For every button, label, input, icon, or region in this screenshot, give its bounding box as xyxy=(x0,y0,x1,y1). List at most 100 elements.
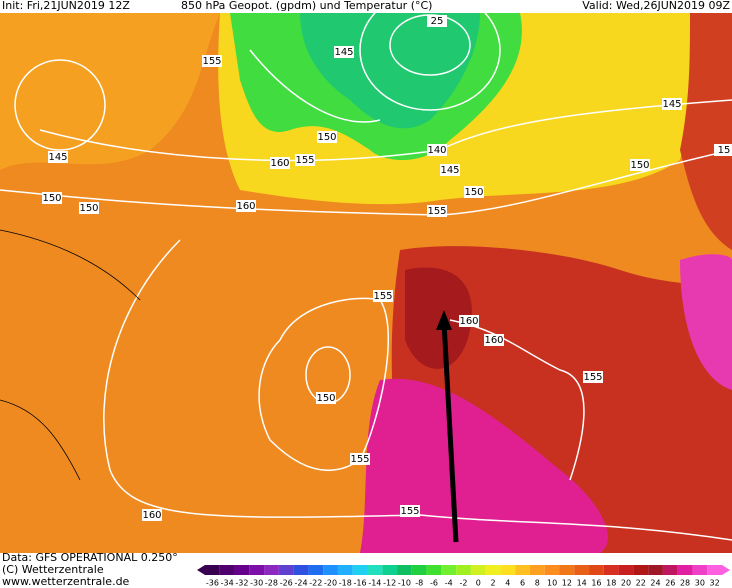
colorbar-tick-label: -18 xyxy=(339,579,352,588)
colorbar-tick-label: -6 xyxy=(430,579,438,588)
contour-label-bg xyxy=(373,290,393,302)
contour-label-bg xyxy=(427,15,447,27)
colorbar-arrow-left xyxy=(197,565,205,575)
colorbar-swatch xyxy=(352,565,368,575)
colorbar-swatch xyxy=(485,565,501,575)
colorbar-swatch xyxy=(426,565,442,575)
contour-label-bg xyxy=(270,157,290,169)
contour-label-bg xyxy=(202,55,222,67)
contour-label-bg xyxy=(427,144,447,156)
contour-label: 160 xyxy=(270,158,289,169)
colorbar-tick-label: 14 xyxy=(577,579,587,588)
colorbar-swatch xyxy=(692,565,708,575)
contour-label-bg xyxy=(236,200,256,212)
colorbar-swatch xyxy=(308,565,324,575)
colorbar-swatch xyxy=(278,565,294,575)
colorbar-swatch xyxy=(500,565,516,575)
init-time: Init: Fri,21JUN2019 12Z xyxy=(2,0,130,12)
contour-label: 160 xyxy=(236,201,255,212)
colorbar-swatch xyxy=(648,565,663,575)
colorbar-swatch xyxy=(219,565,235,575)
colorbar-swatch xyxy=(441,565,457,575)
contour-label: 155 xyxy=(583,372,602,383)
data-source: Data: GFS OPERATIONAL 0.250° xyxy=(2,551,178,564)
contour-label-bg xyxy=(459,315,479,327)
colorbar-tick-label: -2 xyxy=(460,579,468,588)
website: www.wetterzentrale.de xyxy=(2,575,130,588)
colorbar-tick-label: 16 xyxy=(591,579,601,588)
colorbar-swatch xyxy=(397,565,412,575)
colorbar-tick-label: 8 xyxy=(535,579,540,588)
colorbar-tick-label: -20 xyxy=(324,579,337,588)
colorbar-tick-label: -30 xyxy=(250,579,263,588)
colorbar-tick-label: 22 xyxy=(636,579,646,588)
colorbar-tick-label: 10 xyxy=(547,579,557,588)
map-title: 850 hPa Geopot. (gpdm) und Temperatur (°… xyxy=(181,0,432,12)
colorbar-arrow-right xyxy=(722,565,730,575)
contour-label: 150 xyxy=(42,193,61,204)
colorbar-swatch xyxy=(677,565,693,575)
colorbar-tick-label: 24 xyxy=(650,579,660,588)
contour-label: 155 xyxy=(350,454,369,465)
colorbar-tick-label: -22 xyxy=(309,579,322,588)
colorbar-tick-label: 6 xyxy=(520,579,525,588)
contour-label: 155 xyxy=(373,291,392,302)
colorbar-swatch xyxy=(411,565,427,575)
contour-label-bg xyxy=(42,192,62,204)
colorbar-swatch xyxy=(559,565,575,575)
colorbar-swatch xyxy=(662,565,678,575)
colorbar-tick-label: -16 xyxy=(354,579,367,588)
colorbar-tick-label: -36 xyxy=(206,579,219,588)
contour-label: 145 xyxy=(440,165,459,176)
contour-label-bg xyxy=(142,509,162,521)
map-area xyxy=(0,13,732,553)
colorbar-swatch xyxy=(618,565,634,575)
contour-label-bg xyxy=(350,453,370,465)
contour-label-bg xyxy=(583,371,603,383)
colorbar-tick-label: 2 xyxy=(490,579,495,588)
contour-label: 15 xyxy=(718,145,731,156)
colorbar-swatch xyxy=(456,565,471,575)
colorbar-tick-label: 26 xyxy=(665,579,675,588)
colorbar-swatch xyxy=(337,565,353,575)
colorbar-swatch xyxy=(470,565,486,575)
colorbar-tick-label: -14 xyxy=(368,579,381,588)
colorbar-tick-label: -24 xyxy=(294,579,307,588)
contour-label: 160 xyxy=(484,335,503,346)
contour-label: 150 xyxy=(316,393,335,404)
colorbar-swatch xyxy=(205,565,220,575)
contour-label: 150 xyxy=(464,187,483,198)
colorbar-tick-label: -34 xyxy=(221,579,234,588)
colorbar-swatch xyxy=(264,565,279,575)
colorbar-tick-label: 0 xyxy=(476,579,481,588)
colorbar-tick-label: -26 xyxy=(280,579,293,588)
colorbar-tick-label: 12 xyxy=(562,579,572,588)
contour-label-bg xyxy=(317,131,337,143)
contour-label: 25 xyxy=(431,16,444,27)
contour-label: 145 xyxy=(334,47,353,58)
contour-label-bg xyxy=(48,151,68,163)
contour-label-bg xyxy=(400,505,420,517)
contour-label: 160 xyxy=(459,316,478,327)
contour-label: 155 xyxy=(427,206,446,217)
contour-label: 150 xyxy=(79,203,98,214)
colorbar-swatch xyxy=(323,565,338,575)
colorbar-tick-label: -4 xyxy=(445,579,453,588)
colorbar-swatch xyxy=(367,565,383,575)
contour-label: 145 xyxy=(48,152,67,163)
contour-label-bg xyxy=(334,46,354,58)
colorbar-swatch xyxy=(529,565,545,575)
contour-label-bg xyxy=(79,202,99,214)
contour-label-bg xyxy=(427,205,447,217)
copyright: (C) Wetterzentrale xyxy=(2,563,104,576)
colorbar-tick-label: -12 xyxy=(383,579,396,588)
colorbar-swatch xyxy=(544,565,560,575)
contour-label-bg xyxy=(630,159,650,171)
colorbar-tick-label: 30 xyxy=(695,579,705,588)
contour-label-bg xyxy=(484,334,504,346)
contour-label: 150 xyxy=(630,160,649,171)
colorbar-swatch xyxy=(234,565,250,575)
colorbar-swatch xyxy=(293,565,309,575)
contour-label-bg xyxy=(295,154,315,166)
colorbar-swatch xyxy=(633,565,649,575)
